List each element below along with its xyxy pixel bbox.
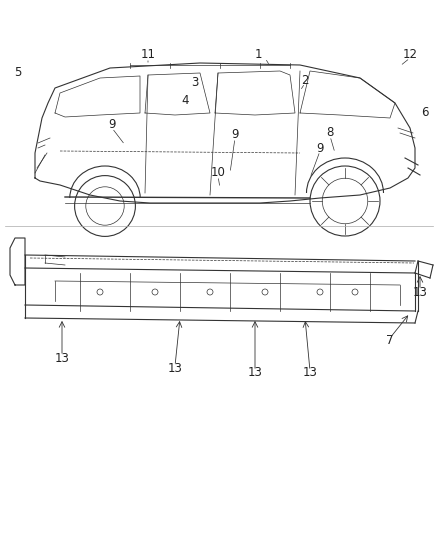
Text: 4: 4 [181, 94, 189, 108]
Text: 13: 13 [55, 351, 70, 365]
Text: 6: 6 [421, 107, 429, 119]
Text: 11: 11 [141, 49, 155, 61]
Text: 5: 5 [14, 67, 22, 79]
Text: 13: 13 [247, 367, 262, 379]
Text: 13: 13 [168, 361, 183, 375]
Text: 9: 9 [108, 118, 116, 132]
Text: 7: 7 [386, 335, 394, 348]
Text: 12: 12 [403, 49, 417, 61]
Text: 10: 10 [211, 166, 226, 180]
Text: 8: 8 [326, 126, 334, 140]
Text: 13: 13 [413, 287, 427, 300]
Text: 1: 1 [254, 49, 262, 61]
Text: 13: 13 [303, 367, 318, 379]
Text: 9: 9 [316, 141, 324, 155]
Text: 3: 3 [191, 77, 199, 90]
Text: 9: 9 [231, 128, 239, 141]
Text: 2: 2 [301, 74, 309, 86]
